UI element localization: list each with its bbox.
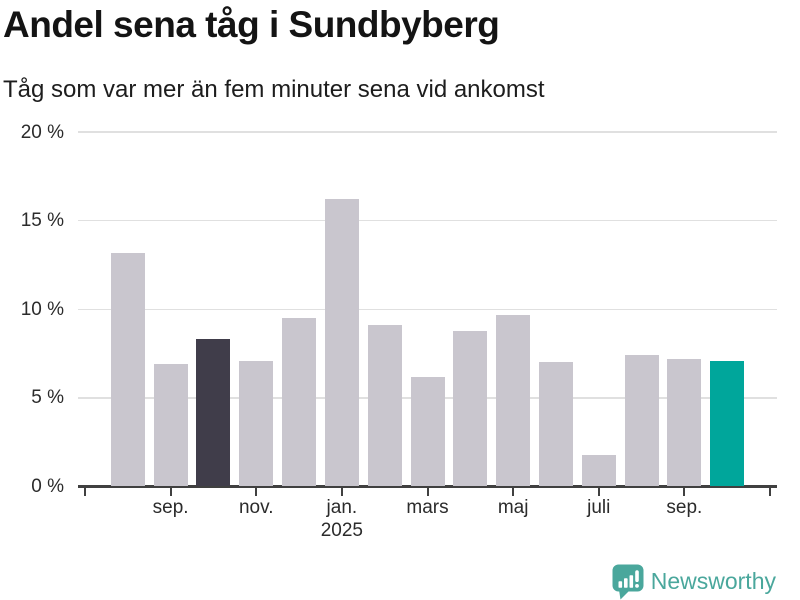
x-axis-year-label: 2025 <box>320 520 364 541</box>
x-axis-label: jan. <box>326 497 358 518</box>
bar-10 <box>496 314 531 487</box>
gridline-20 <box>78 131 777 133</box>
y-axis-label: 0 % <box>31 476 64 497</box>
bar-3 <box>196 339 231 487</box>
bar-4 <box>239 360 274 487</box>
x-axis-line <box>78 485 777 488</box>
x-axis-tick <box>512 488 515 496</box>
newsworthy-brand-text: Newsworthy <box>650 568 776 594</box>
newsworthy-bubble-chart-icon <box>612 564 644 600</box>
x-axis-label: maj <box>497 497 529 518</box>
bar-14 <box>667 358 702 487</box>
y-axis-label: 15 % <box>20 210 64 232</box>
y-axis-label: 20 % <box>20 121 64 143</box>
bar-1 <box>110 252 145 487</box>
newsworthy-logo[interactable]: Newsworthy <box>612 563 776 600</box>
bar-7 <box>367 325 402 487</box>
bar-8 <box>410 376 445 487</box>
bar-5 <box>282 318 317 487</box>
bar-12 <box>581 454 616 487</box>
x-axis-tick <box>84 488 86 496</box>
x-axis-label: sep. <box>666 497 703 518</box>
chart-subtitle: Tåg som var mer än fem minuter sena vid … <box>3 76 545 103</box>
x-axis-tick <box>255 488 258 496</box>
bar-13 <box>624 355 659 487</box>
x-axis-tick <box>683 488 686 496</box>
x-axis-label: sep. <box>152 497 189 518</box>
x-axis-tick <box>426 488 429 496</box>
y-axis-label: 5 % <box>31 387 64 409</box>
x-axis-tick <box>769 488 771 496</box>
gridline-15 <box>78 219 777 222</box>
bar-2 <box>153 364 188 487</box>
bar-11 <box>538 362 573 487</box>
chart-title: Andel sena tåg i Sundbyberg <box>3 4 500 45</box>
bar-6 <box>324 199 359 487</box>
bar-15 <box>710 360 745 487</box>
x-axis-tick <box>340 488 343 496</box>
x-axis-tick <box>597 488 600 496</box>
x-axis-label: mars <box>406 497 449 518</box>
bar-9 <box>453 330 488 487</box>
gridline-10 <box>78 308 777 310</box>
x-axis-tick <box>169 488 172 496</box>
y-axis-label: 10 % <box>20 298 64 320</box>
x-axis-label: nov. <box>238 497 274 518</box>
x-axis-label: juli <box>587 497 611 518</box>
